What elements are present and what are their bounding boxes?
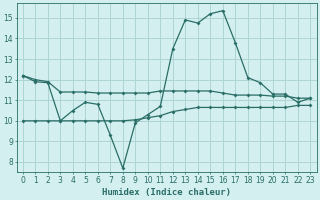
X-axis label: Humidex (Indice chaleur): Humidex (Indice chaleur) <box>102 188 231 197</box>
